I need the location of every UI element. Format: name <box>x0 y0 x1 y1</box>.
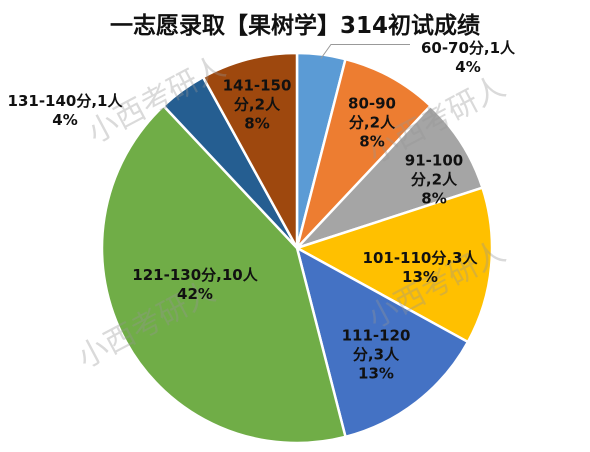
slice-label: 141-150 分,2人 8% <box>223 77 292 134</box>
category-label: 101-110分,3人 <box>362 249 478 267</box>
pie-slice <box>296 104 485 250</box>
category-label: 131-140分,1人 <box>7 92 123 110</box>
pie-slice <box>295 245 470 439</box>
value-label: 13% <box>358 364 394 383</box>
chart-title: 一志愿录取【果树学】314初试成绩 <box>109 13 480 39</box>
slice-label: 131-140分,1人 4% <box>8 92 123 130</box>
value-label: 42% <box>177 285 213 303</box>
slice-label: 80-90 分,2人 8% <box>348 95 396 152</box>
category-label: 111-120 分,3人 <box>341 326 411 364</box>
category-label: 80-90 分,2人 <box>348 94 396 132</box>
slice-label: 101-110分,3人 13% <box>363 249 478 287</box>
category-label: 60-70分,1人 <box>420 39 516 57</box>
slice-label: 121-130分,10人 42% <box>132 266 257 304</box>
leader-line <box>320 44 410 59</box>
value-label: 4% <box>52 111 78 129</box>
pie-slice <box>293 186 494 344</box>
value-label: 8% <box>359 132 385 151</box>
slice-label: 111-120 分,3人 13% <box>342 327 411 384</box>
pie-slice <box>295 57 433 249</box>
slice-label: 60-70分,1人 4% <box>421 39 515 77</box>
value-label: 8% <box>421 189 447 208</box>
pie-slice <box>100 104 348 445</box>
value-label: 13% <box>402 268 438 286</box>
category-label: 141-150 分,2人 <box>222 76 292 114</box>
value-label: 8% <box>244 114 270 133</box>
category-label: 91-100 分,2人 <box>404 151 464 189</box>
pie-slice <box>201 51 299 249</box>
value-label: 4% <box>455 58 481 76</box>
category-label: 121-130分,10人 <box>132 266 258 284</box>
slice-label: 91-100 分,2人 8% <box>405 152 463 209</box>
